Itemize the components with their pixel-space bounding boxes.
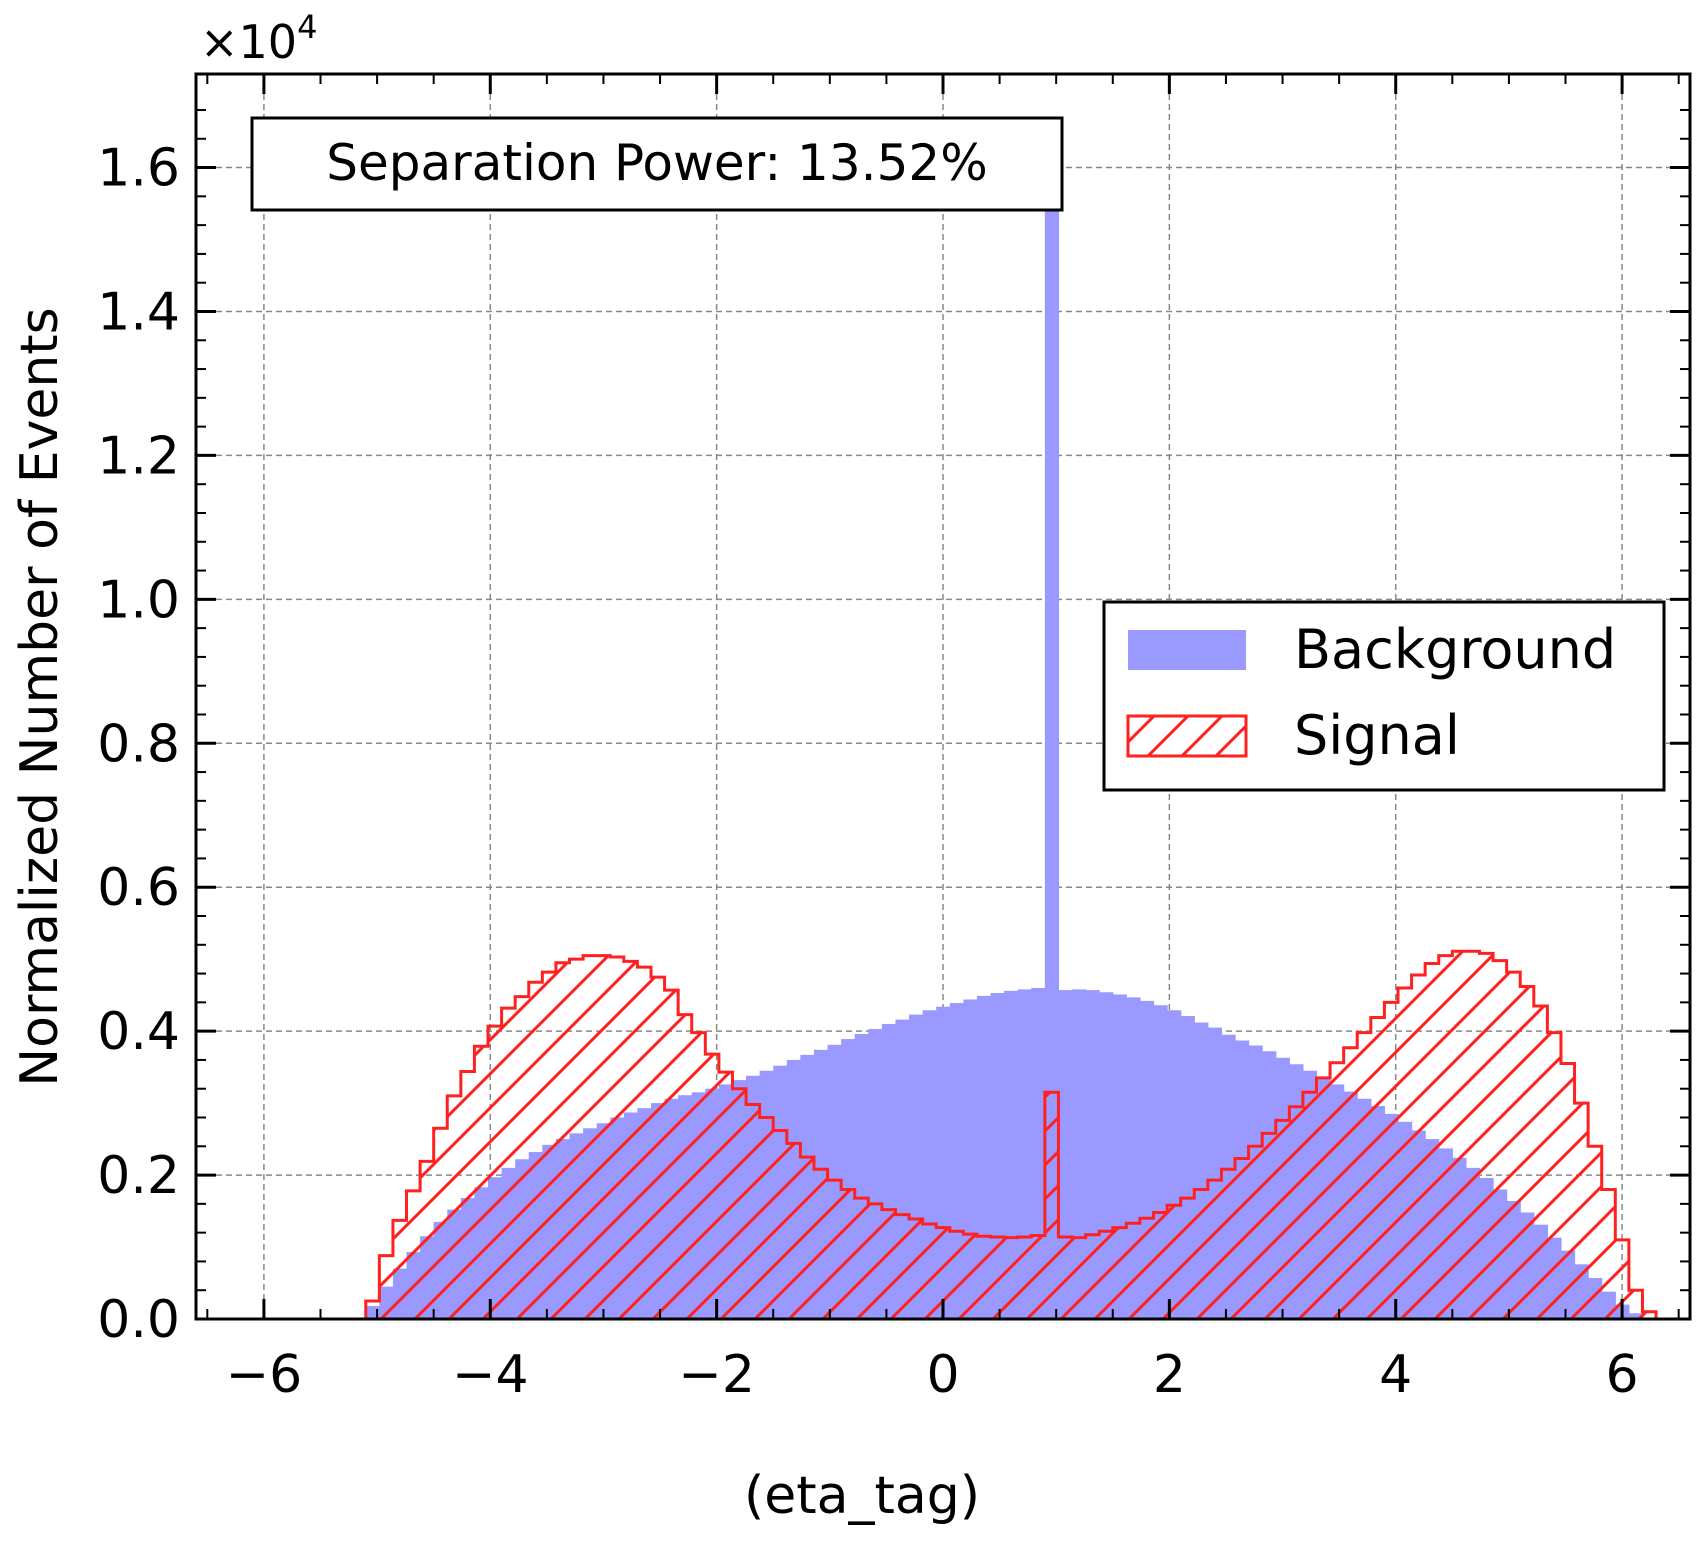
legend-swatch-background: [1128, 630, 1246, 670]
y-tick-label: 1.2: [97, 426, 180, 486]
x-tick-label: −6: [226, 1345, 303, 1405]
x-tick-label: −2: [678, 1345, 755, 1405]
y-tick-label: 0.6: [97, 858, 180, 918]
y-tick-label: 1.6: [97, 139, 180, 199]
y-tick-label: 0.2: [97, 1146, 180, 1206]
signal-series: [364, 949, 1658, 1319]
y-tick-label: 0.0: [97, 1290, 180, 1350]
x-tick-label: −4: [452, 1345, 529, 1405]
x-tick-label: 4: [1379, 1345, 1412, 1405]
legend-label-signal: Signal: [1294, 704, 1460, 767]
annotation-text: Separation Power: 13.52%: [326, 134, 987, 192]
y-tick-label: 1.4: [97, 282, 180, 342]
legend: Background Signal: [1102, 600, 1666, 792]
y-tick-label: 0.4: [97, 1002, 180, 1062]
y-axis-label: Normalized Number of Events: [10, 307, 70, 1087]
x-axis-label: (eta_tag): [744, 1466, 980, 1526]
y-tick-label: 0.8: [97, 714, 180, 774]
background-bar: [1044, 186, 1060, 1319]
separation-annotation: Separation Power: 13.52%: [250, 116, 1064, 212]
plot-frame: [194, 72, 1692, 1321]
x-tick-label: 6: [1606, 1345, 1639, 1405]
y-multiplier-label: ×104: [200, 8, 317, 69]
x-tick-label: 0: [926, 1345, 959, 1405]
y-tick-label: 1.0: [97, 570, 180, 630]
legend-label-background: Background: [1294, 618, 1616, 681]
annotation-box: [250, 116, 1064, 212]
x-tick-label: 2: [1153, 1345, 1186, 1405]
legend-swatch-signal: [1126, 714, 1248, 758]
signal-step-area: [364, 949, 1658, 1319]
axis-ticks: −6 −4 −2 0 2 4 6 0.0 0.2 0.4 0.6 0.8 1.0 1.2 1.4 1.6: [97, 74, 1690, 1405]
